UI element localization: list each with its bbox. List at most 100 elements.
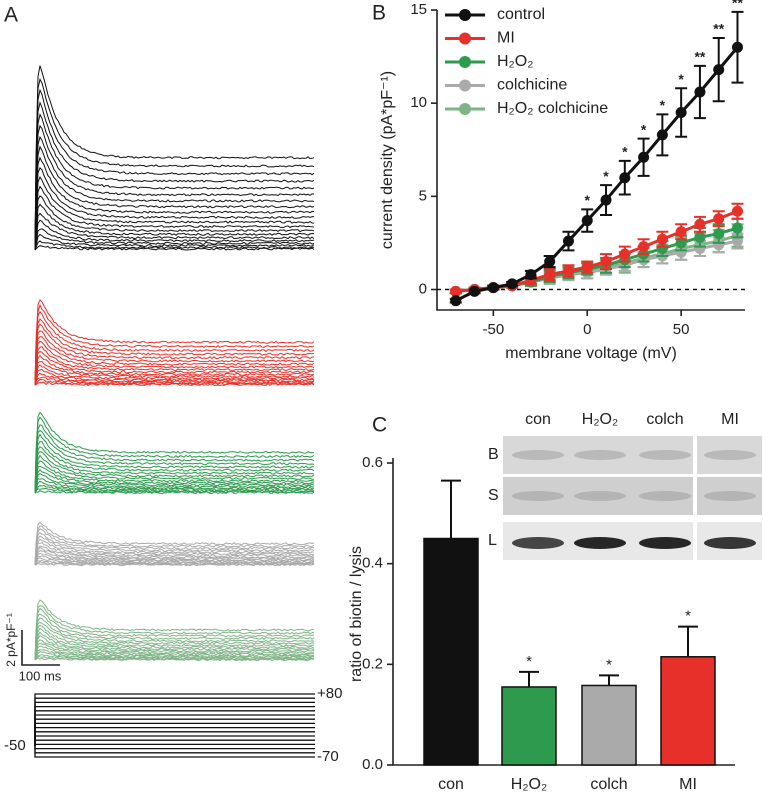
data-point <box>638 151 650 163</box>
blot-band <box>704 537 756 549</box>
voltage-step <box>34 701 315 746</box>
current-trace <box>34 546 315 566</box>
data-point <box>731 41 743 53</box>
blot-column-label: con <box>525 411 551 428</box>
blot-band <box>574 491 626 501</box>
significance: * <box>585 192 591 208</box>
current-trace <box>34 521 315 566</box>
significance: * <box>606 656 612 673</box>
current-trace <box>34 478 315 494</box>
legend-label: colchicine <box>497 77 567 94</box>
data-point <box>450 295 462 307</box>
blot-band <box>639 491 691 501</box>
voltage-step <box>34 746 315 758</box>
current-trace <box>34 631 315 661</box>
significance: * <box>660 97 666 113</box>
current-trace <box>34 303 315 386</box>
legend-label: H₂O₂ <box>497 53 533 70</box>
current-trace <box>34 542 315 566</box>
legend-label: control <box>497 6 545 23</box>
current-trace <box>34 472 315 494</box>
current-trace <box>34 310 315 386</box>
current-trace <box>34 454 314 494</box>
current-trace <box>34 635 315 661</box>
y-axis-label: current density (pA*pF⁻¹) <box>379 71 396 249</box>
current-trace <box>34 245 315 251</box>
panel-label: A <box>4 4 18 27</box>
significance: ** <box>732 0 743 11</box>
legend-label: H₂O₂ colchicine <box>497 100 608 117</box>
panel-label: B <box>372 2 386 25</box>
current-trace <box>34 240 314 251</box>
legend-marker <box>459 56 471 68</box>
data-point <box>694 231 706 243</box>
current-trace <box>34 372 315 386</box>
current-trace <box>34 545 315 566</box>
data-point <box>544 269 556 281</box>
current-trace <box>34 605 315 661</box>
current-trace <box>34 65 315 251</box>
current-trace <box>34 654 315 661</box>
data-point <box>713 228 725 240</box>
current-trace <box>34 639 315 661</box>
current-trace <box>34 460 315 494</box>
current-trace <box>34 645 315 661</box>
current-trace <box>34 607 315 661</box>
current-trace <box>34 346 315 386</box>
current-trace <box>34 176 315 251</box>
voltage-label: +80 <box>317 685 342 702</box>
bar <box>423 537 479 766</box>
current-trace <box>34 167 315 251</box>
current-trace <box>34 532 315 566</box>
x-tick-label: H₂O₂ <box>511 776 547 793</box>
data-point <box>487 282 499 294</box>
voltage-step <box>34 722 315 746</box>
scale-y-label: 2 pA*pF⁻¹ <box>4 613 18 667</box>
panel-label: C <box>372 414 387 437</box>
significance: * <box>678 71 684 87</box>
data-point <box>525 269 537 281</box>
current-trace <box>34 613 315 661</box>
current-trace <box>34 88 315 251</box>
current-trace <box>34 538 315 566</box>
data-point <box>562 235 574 247</box>
significance: ** <box>694 49 705 65</box>
current-trace <box>34 525 315 566</box>
blot-row-label: S <box>488 487 499 504</box>
voltage-label: -70 <box>317 748 339 765</box>
y-tick-label: 0.6 <box>362 454 383 471</box>
blot-band <box>512 450 564 460</box>
data-point <box>450 285 462 297</box>
current-trace <box>34 368 315 386</box>
current-trace <box>34 424 315 494</box>
axis <box>436 10 745 311</box>
error-bar <box>678 625 698 657</box>
current-trace <box>34 354 315 386</box>
error-bar <box>441 479 461 539</box>
blot-band <box>574 537 626 549</box>
voltage-step <box>34 697 315 746</box>
current-trace <box>34 559 315 566</box>
current-trace <box>34 203 315 251</box>
current-trace <box>34 416 315 494</box>
legend-marker <box>459 9 471 21</box>
current-trace <box>34 624 315 661</box>
y-tick-label: 0.0 <box>362 756 383 773</box>
current-trace <box>34 451 315 494</box>
blot-band <box>704 491 756 501</box>
blot-row-label: B <box>488 446 499 463</box>
current-trace <box>34 465 315 494</box>
current-trace <box>34 561 315 566</box>
data-point <box>713 213 725 225</box>
series-line <box>455 46 739 303</box>
current-trace <box>34 228 315 251</box>
scale-x-label: 100 ms <box>19 668 62 683</box>
y-tick-label: 0.4 <box>362 555 383 572</box>
x-tick-label: colch <box>590 776 627 793</box>
data-point <box>619 172 631 184</box>
current-trace <box>34 550 315 566</box>
data-point <box>638 241 650 253</box>
legend-label: MI <box>497 30 515 47</box>
current-trace <box>34 446 315 494</box>
